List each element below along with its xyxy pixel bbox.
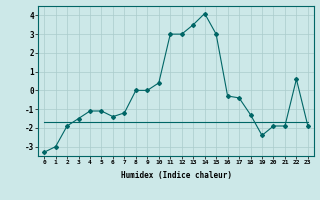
X-axis label: Humidex (Indice chaleur): Humidex (Indice chaleur) [121,171,231,180]
